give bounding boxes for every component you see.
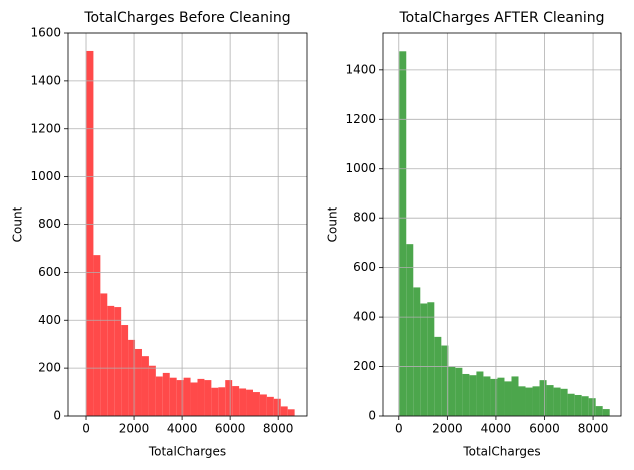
y-tick-label: 1600: [30, 26, 61, 40]
y-tick-label: 400: [38, 313, 61, 327]
histogram-bar: [539, 380, 547, 416]
histogram-bar: [155, 376, 163, 416]
histogram-bar: [114, 307, 122, 416]
histogram-bar: [434, 336, 442, 416]
axes-frame: [382, 32, 622, 417]
y-tick-label: 800: [353, 211, 376, 225]
x-tick-label: 4000: [481, 422, 512, 436]
y-tick-label: 800: [38, 217, 61, 231]
y-tick-label: 0: [53, 409, 61, 423]
histogram-bar: [581, 396, 589, 416]
histogram-bar: [107, 305, 115, 416]
x-axis-label: TotalCharges: [148, 445, 226, 459]
y-tick-label: 600: [353, 260, 376, 274]
x-tick-label: 6000: [215, 422, 246, 436]
histogram-bar: [462, 373, 470, 416]
x-tick-label: 0: [395, 422, 403, 436]
y-axis-label: Count: [11, 206, 25, 242]
histogram-bar: [497, 377, 505, 416]
x-tick-label: 2000: [432, 422, 463, 436]
histogram-bar: [441, 345, 449, 416]
x-tick-label: 8000: [578, 422, 609, 436]
histogram-bar: [141, 356, 149, 416]
histogram-bar: [135, 348, 142, 416]
histogram-bar: [100, 293, 108, 416]
histogram-bar: [553, 387, 561, 416]
histogram-bar: [406, 244, 414, 416]
histogram-bar: [162, 372, 170, 416]
x-tick-label: 4000: [167, 422, 198, 436]
histogram-bar: [86, 50, 94, 416]
histogram-bar: [169, 377, 177, 416]
histogram-bar: [595, 406, 603, 416]
histogram-bar: [273, 398, 281, 416]
axes-frame: [67, 32, 308, 417]
histogram-bar: [469, 375, 477, 416]
histogram-bar: [546, 385, 554, 416]
histogram-bar: [504, 381, 512, 416]
y-tick-label: 200: [38, 361, 61, 375]
x-tick-label: 2000: [119, 422, 150, 436]
y-tick-label: 1200: [30, 121, 61, 135]
histogram-bar: [204, 380, 212, 416]
histogram-bar: [602, 409, 610, 416]
histogram-bar: [246, 389, 253, 416]
histogram-bar: [225, 380, 233, 416]
histogram-bar: [525, 387, 533, 416]
x-tick-label: 0: [82, 422, 90, 436]
histogram-bar: [567, 393, 575, 416]
x-axis-label: TotalCharges: [462, 445, 540, 459]
histogram-bar: [574, 394, 582, 416]
histogram-bar: [420, 303, 428, 416]
histogram-bar: [232, 386, 240, 416]
histogram-bar: [560, 388, 568, 416]
y-tick-label: 0: [368, 409, 376, 423]
histogram-bar: [252, 392, 260, 416]
histogram-bar: [93, 255, 101, 416]
histogram-bar: [476, 371, 484, 416]
histogram-bar: [218, 387, 226, 416]
histogram-bar: [211, 387, 219, 416]
y-tick-label: 1400: [345, 62, 376, 76]
x-tick-label: 6000: [529, 422, 560, 436]
y-tick-label: 600: [38, 265, 61, 279]
y-tick-label: 1000: [345, 161, 376, 175]
histogram-bar: [518, 386, 526, 416]
histogram-bar: [280, 406, 288, 416]
y-tick-label: 400: [353, 310, 376, 324]
y-tick-label: 1000: [30, 169, 61, 183]
histogram-bar: [183, 377, 191, 416]
y-tick-label: 200: [353, 359, 376, 373]
histogram-bar: [239, 388, 247, 416]
histogram-bar: [287, 409, 295, 416]
histogram-bar: [399, 51, 407, 416]
histogram-bar: [413, 287, 421, 416]
histogram-bar: [511, 376, 519, 416]
histogram-bar: [176, 380, 184, 416]
histogram-bar: [266, 396, 274, 416]
chart-title: TotalCharges Before Cleaning: [83, 10, 290, 26]
histogram-bar: [121, 325, 129, 416]
x-tick-label: 8000: [263, 422, 294, 436]
chart-title: TotalCharges AFTER Cleaning: [398, 10, 604, 26]
histogram-bar: [455, 367, 463, 416]
y-axis-label: Count: [326, 206, 340, 242]
histogram-bar: [532, 386, 540, 416]
histogram-bar: [148, 365, 156, 416]
y-tick-label: 1200: [345, 112, 376, 126]
histogram-bar: [427, 302, 435, 416]
histogram-bar: [259, 394, 267, 416]
histogram-bar: [448, 366, 456, 416]
histogram-bar: [588, 398, 596, 416]
histogram-bar: [483, 376, 491, 416]
histogram-bar: [490, 378, 498, 416]
histogram-bar: [190, 382, 198, 416]
histogram-bar: [197, 378, 205, 416]
y-tick-label: 1400: [30, 73, 61, 87]
histogram-bar: [128, 339, 136, 416]
